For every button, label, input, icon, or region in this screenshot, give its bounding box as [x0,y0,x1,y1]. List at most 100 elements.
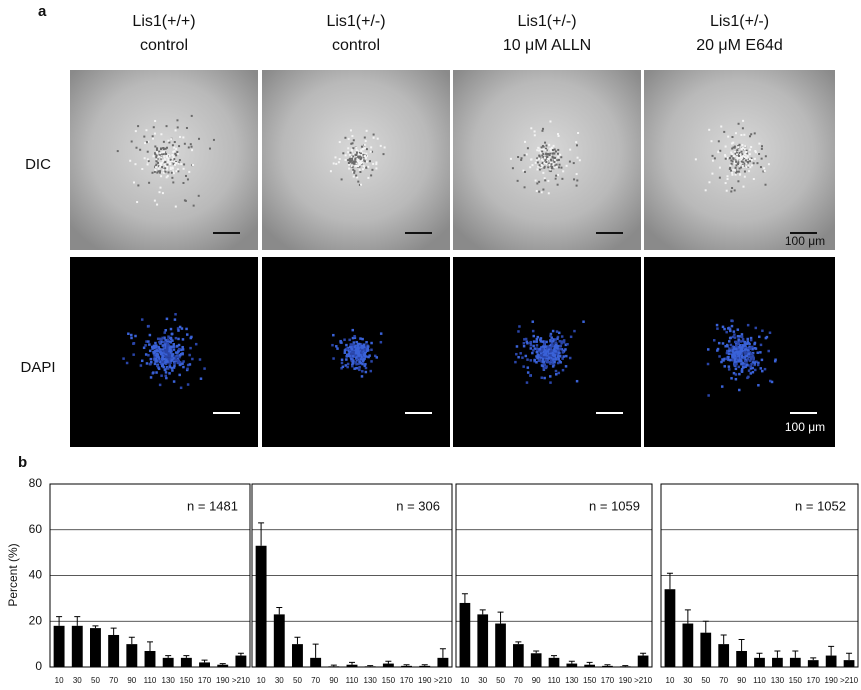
dic-cell [725,158,727,160]
dic-cell [198,195,200,197]
dapi-nucleus [188,354,191,357]
dic-cell [542,149,544,151]
dic-cell [541,158,543,160]
dapi-nucleus [370,360,373,363]
dic-cell [169,155,171,157]
dic-cell [538,181,540,183]
dic-cell [380,145,382,147]
dic-cell [718,140,720,142]
dapi-nucleus [718,342,721,345]
dic-cell [154,169,156,171]
dic-cell [749,149,751,151]
dapi-nucleus [553,354,556,357]
dic-cell [576,179,578,181]
dic-cell [538,155,540,157]
dapi-nucleus [734,354,737,357]
dic-cell [361,154,363,156]
dic-cell [152,138,154,140]
dapi-nucleus [548,356,551,359]
x-tick-label: 170 [807,676,821,685]
dapi-nucleus [149,350,152,353]
dapi-nucleus [738,366,741,369]
dic-cell [144,157,146,159]
dic-cell [167,160,169,162]
dapi-nucleus [737,357,740,360]
dapi-nucleus [560,345,563,348]
dapi-nucleus [357,344,360,347]
error-bar [92,626,98,628]
dapi-nucleus [732,336,735,339]
dic-cell [360,184,362,186]
dapi-nucleus [537,336,540,339]
dic-cell [751,164,753,166]
bar [401,666,412,667]
dic-cell [557,156,559,158]
dapi-nucleus [557,355,560,358]
dic-cell [530,159,532,161]
dapi-nucleus [336,347,339,350]
dic-cell [754,132,756,134]
sample-size: n = 306 [396,498,440,513]
dic-cell [135,130,137,132]
dic-cell [541,191,543,193]
dapi-nucleus [163,331,166,334]
dic-cell [537,168,539,170]
x-tick-label: 190 [216,676,230,685]
x-tick-label: 10 [257,676,266,685]
error-bar [111,628,117,635]
dapi-nucleus [173,380,176,383]
dic-cell [750,146,752,148]
dic-cell [349,158,351,160]
dic-cell [541,146,543,148]
x-tick-label: 30 [275,676,284,685]
dic-cell [748,170,750,172]
dic-cell [333,162,335,164]
error-bar [294,637,300,644]
dic-cell [162,160,164,162]
dic-cell [743,134,745,136]
dapi-nucleus [735,378,738,381]
dapi-nucleus [150,376,153,379]
dapi-nucleus [516,345,519,348]
dapi-nucleus [178,348,181,351]
x-tick-label: 170 [198,676,212,685]
bar [602,666,613,667]
dic-cell [711,173,713,175]
dapi-nucleus [728,340,731,343]
x-tick-label: 130 [565,676,579,685]
dic-cell [349,154,351,156]
dapi-nucleus [551,343,554,346]
dic-cell [512,167,514,169]
error-bar [440,649,446,658]
dapi-nucleus [570,336,573,339]
dapi-nucleus [521,356,524,359]
dapi-nucleus [727,356,730,359]
column-treatment: 10 μM ALLN [503,37,591,54]
dapi-nucleus [367,349,370,352]
dapi-nucleus [728,368,731,371]
dapi-nucleus [134,335,137,338]
dic-cell [353,160,355,162]
dic-cell [177,170,179,172]
dic-cell [144,142,146,144]
dapi-nucleus [733,347,736,350]
x-tick-label: 30 [683,676,692,685]
dic-cell [190,143,192,145]
dapi-nucleus [351,365,354,368]
dic-cell [383,153,385,155]
dic-cell [173,150,175,152]
dapi-nucleus [744,343,747,346]
error-bar [757,653,763,658]
x-tick-label: 110 [548,676,561,685]
dic-cell [191,146,193,148]
error-bar [703,621,709,632]
dapi-nucleus [745,355,748,358]
dic-cell [347,147,349,149]
dapi-nucleus [127,333,130,336]
dic-cell [765,184,767,186]
column-genotype: Lis1(+/+) [132,13,195,30]
dapi-nucleus [332,357,335,360]
dapi-nucleus [355,367,358,370]
dapi-nucleus [549,375,552,378]
dapi-nucleus [140,364,143,367]
